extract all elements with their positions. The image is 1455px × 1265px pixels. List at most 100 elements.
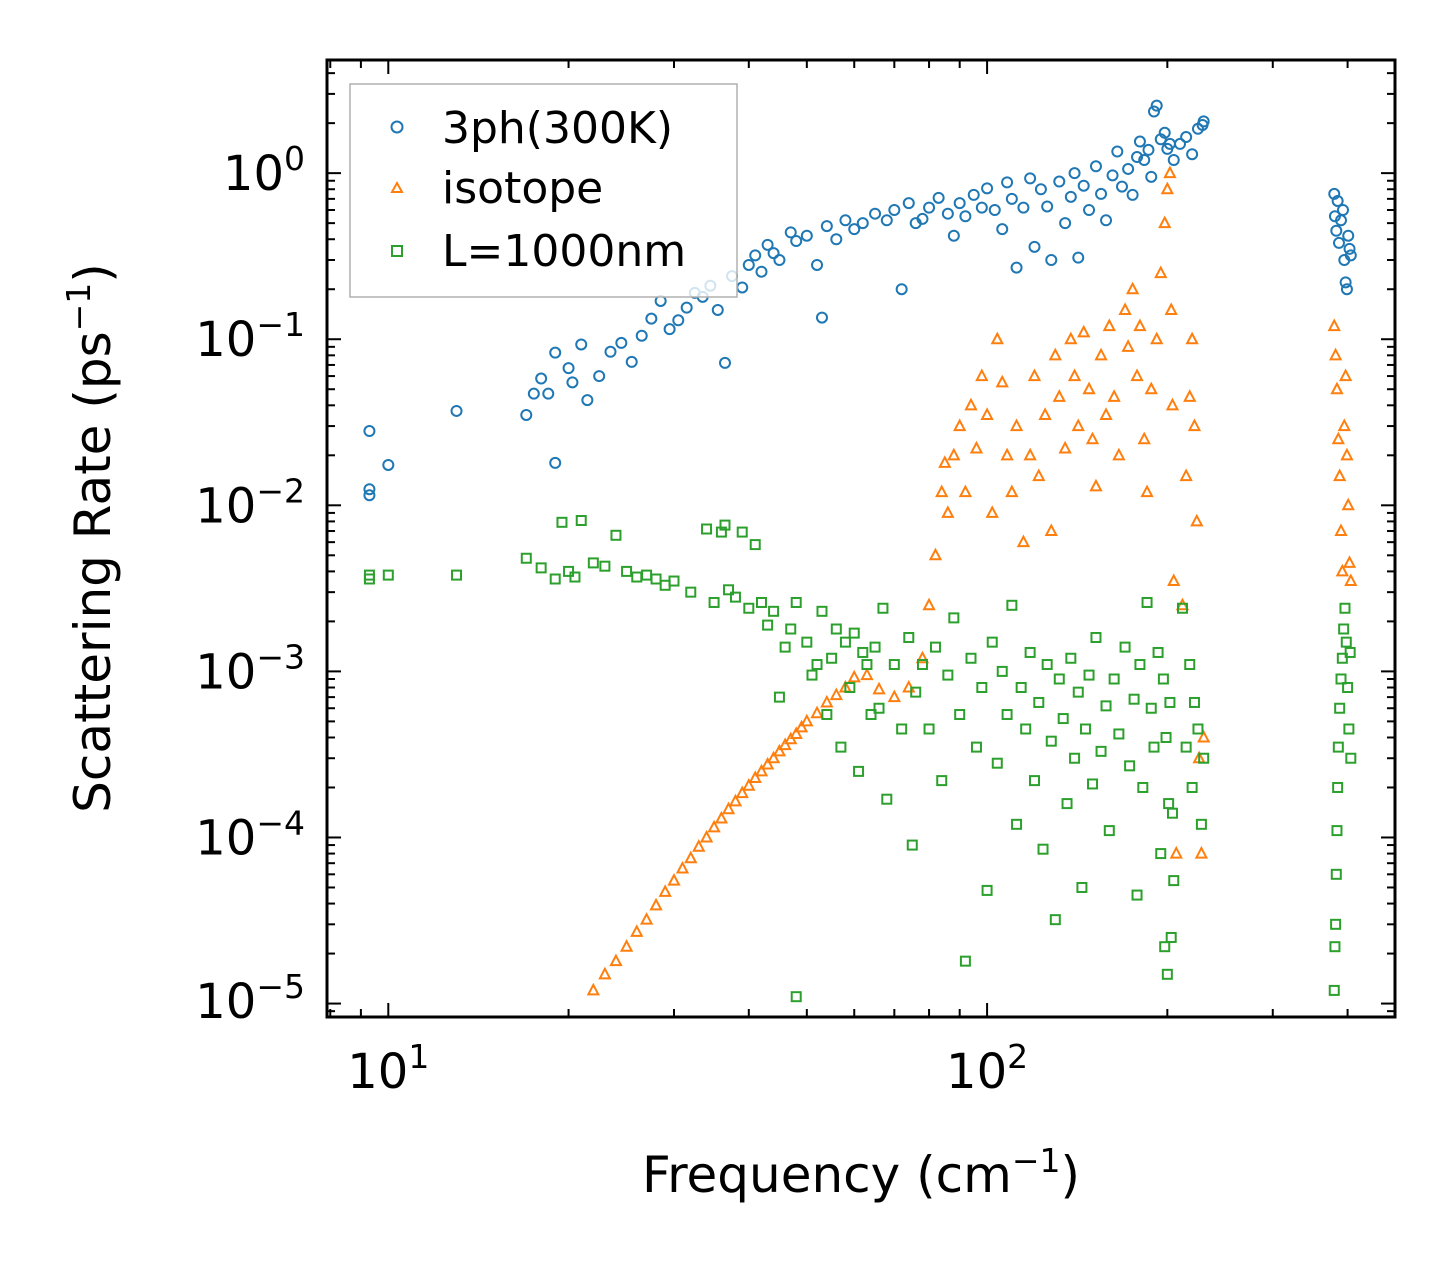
point-l1000nm <box>1344 646 1356 658</box>
point-l1000nm <box>1015 681 1027 693</box>
point-3ph <box>645 312 658 325</box>
point-3ph <box>1068 167 1081 180</box>
point-isotope <box>728 793 743 807</box>
point-3ph <box>1083 203 1096 216</box>
point-isotope <box>778 737 792 751</box>
point-l1000nm <box>1011 818 1023 830</box>
point-3ph <box>711 303 724 316</box>
point-isotope <box>947 447 961 461</box>
point-l1000nm <box>1152 646 1164 658</box>
point-3ph <box>811 258 824 271</box>
point-3ph <box>1340 283 1353 296</box>
point-isotope <box>1118 302 1132 315</box>
point-l1000nm <box>723 584 735 596</box>
point-3ph <box>604 345 617 358</box>
point-3ph <box>1095 187 1108 200</box>
point-3ph <box>1174 137 1187 150</box>
point-l1000nm <box>621 565 633 577</box>
point-isotope <box>1009 418 1024 432</box>
point-isotope <box>699 829 714 843</box>
point-l1000nm <box>954 709 966 721</box>
point-3ph <box>1186 148 1199 161</box>
series-2 <box>363 515 1357 1003</box>
point-isotope <box>935 484 949 498</box>
point-isotope <box>1179 468 1193 482</box>
point-isotope <box>1187 418 1202 432</box>
point-l1000nm <box>881 793 893 805</box>
legend-marker-l1000nm <box>391 245 403 257</box>
point-3ph <box>1041 200 1054 213</box>
point-3ph <box>1077 179 1090 192</box>
point-l1000nm <box>520 552 532 564</box>
point-l1000nm <box>948 612 960 624</box>
point-l1000nm <box>970 741 982 753</box>
point-isotope <box>1330 381 1344 395</box>
y-tick-label: 10−5 <box>195 967 305 1030</box>
point-l1000nm <box>1079 723 1091 735</box>
point-isotope <box>1341 497 1355 511</box>
point-3ph <box>1158 126 1171 139</box>
point-isotope <box>1125 281 1140 295</box>
point-isotope <box>692 839 706 852</box>
point-isotope <box>980 407 994 420</box>
point-l1000nm <box>1163 798 1175 810</box>
point-3ph <box>1122 162 1135 175</box>
point-3ph <box>635 329 648 342</box>
point-isotope <box>684 850 698 864</box>
point-l1000nm <box>719 519 731 531</box>
point-l1000nm <box>1057 713 1069 725</box>
point-3ph <box>1059 217 1072 230</box>
point-3ph <box>736 281 749 294</box>
point-l1000nm <box>848 627 860 639</box>
point-l1000nm <box>1328 984 1340 996</box>
legend-marker-isotope <box>390 180 404 193</box>
point-l1000nm <box>1049 914 1061 926</box>
point-3ph <box>363 425 376 438</box>
point-l1000nm <box>790 991 802 1003</box>
point-3ph <box>615 336 628 349</box>
point-l1000nm <box>1100 700 1112 712</box>
point-3ph <box>941 207 954 220</box>
point-l1000nm <box>1061 798 1073 810</box>
point-l1000nm <box>569 571 581 583</box>
point-l1000nm <box>1065 652 1077 664</box>
legend-label-3ph: 3ph(300K) <box>442 103 673 154</box>
point-3ph <box>1034 183 1047 196</box>
point-3ph <box>1100 214 1113 227</box>
point-l1000nm <box>1186 781 1198 793</box>
point-isotope <box>1140 484 1154 498</box>
point-l1000nm <box>1345 752 1357 764</box>
point-isotope <box>1190 513 1204 527</box>
point-isotope <box>1183 389 1197 402</box>
point-3ph <box>549 456 562 469</box>
point-3ph <box>749 249 762 262</box>
point-isotope <box>1150 331 1164 345</box>
point-isotope <box>1167 573 1181 587</box>
point-l1000nm <box>1045 735 1057 747</box>
point-3ph <box>1028 240 1041 253</box>
point-l1000nm <box>1160 731 1172 743</box>
point-3ph <box>981 182 994 195</box>
point-l1000nm <box>916 659 928 671</box>
point-3ph <box>1145 170 1158 183</box>
point-isotope <box>707 819 721 833</box>
point-isotope <box>1107 389 1121 402</box>
point-3ph <box>1330 224 1343 237</box>
point-isotope <box>1121 339 1135 352</box>
point-3ph <box>1142 143 1155 156</box>
point-l1000nm <box>1342 681 1354 693</box>
point-isotope <box>1334 523 1348 537</box>
y-tick-label: 10−4 <box>195 803 305 866</box>
point-3ph <box>1332 236 1345 249</box>
point-isotope <box>675 860 690 874</box>
point-3ph <box>820 220 833 233</box>
point-l1000nm <box>959 955 971 967</box>
point-l1000nm <box>768 605 780 617</box>
point-3ph <box>869 207 882 220</box>
point-l1000nm <box>729 591 741 603</box>
point-isotope <box>1064 331 1078 345</box>
point-isotope <box>794 719 809 733</box>
point-l1000nm <box>451 569 463 581</box>
point-3ph <box>1150 99 1163 112</box>
point-l1000nm <box>1184 659 1196 671</box>
